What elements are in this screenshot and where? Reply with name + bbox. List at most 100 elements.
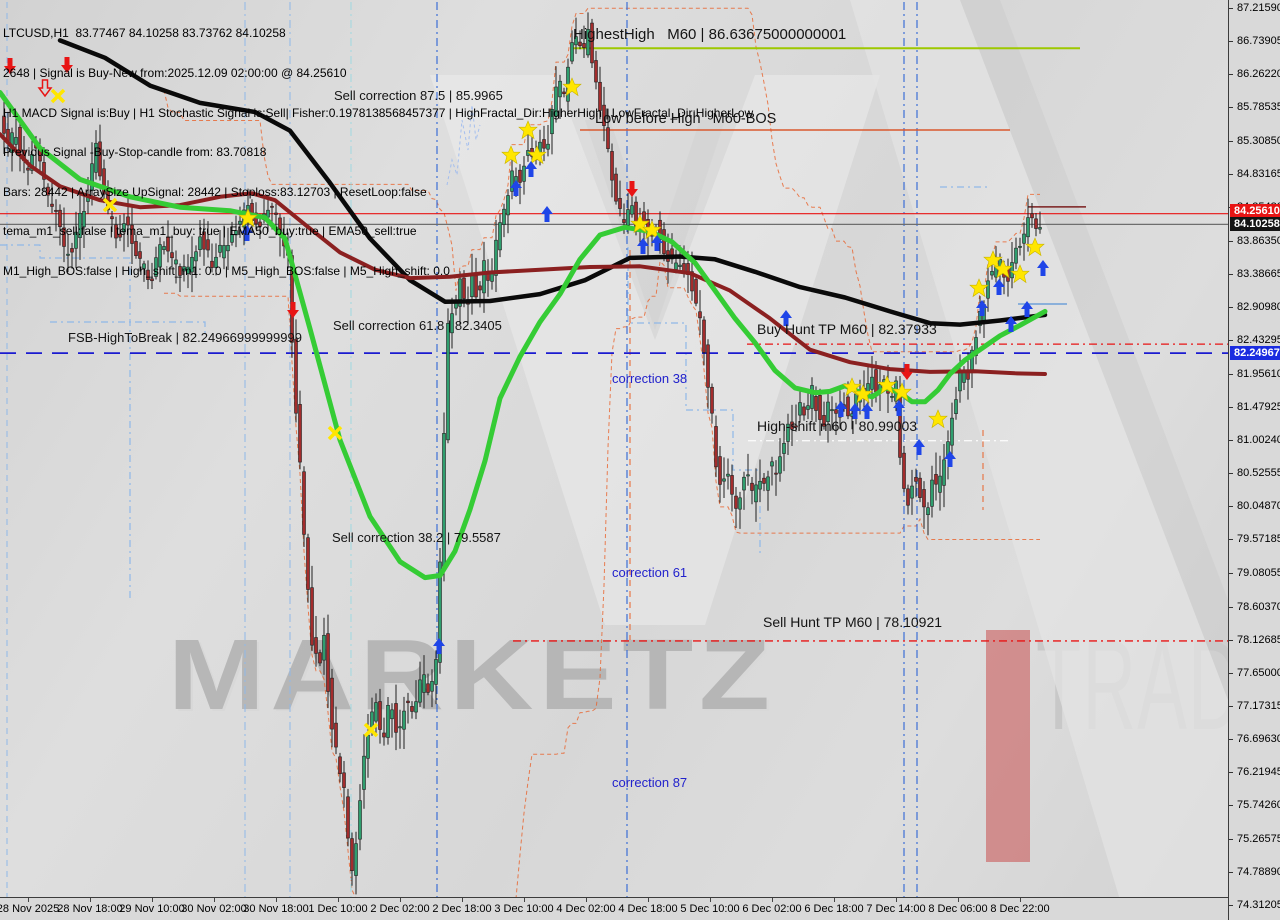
price-tick — [1229, 74, 1233, 76]
star-signal-icon — [1010, 264, 1030, 284]
buy-arrow-icon — [241, 225, 253, 241]
time-tick — [958, 898, 959, 902]
info-overlay: LTCUSD,H1 83.77467 84.10258 83.73762 84.… — [3, 1, 753, 305]
buy-arrow-icon — [651, 235, 663, 251]
price-tick-label: 80.52555 — [1237, 466, 1280, 479]
time-tick — [214, 898, 215, 902]
star-signal-icon — [993, 259, 1013, 279]
time-tick — [152, 898, 153, 902]
chart-annotation: correction 38 — [612, 371, 688, 386]
time-tick-label: 2 Dec 02:00 — [370, 903, 430, 915]
buy-arrow-icon — [913, 439, 925, 455]
maroon-ma-line — [0, 132, 1047, 376]
bos-shift-line: M1_High_BOS:false | High_shift_m1: 0.0 |… — [3, 264, 450, 279]
time-tick-label: 30 Nov 18:00 — [243, 903, 309, 915]
time-tick — [90, 898, 91, 902]
buy-arrow-icon — [1005, 316, 1017, 332]
price-tick — [1229, 307, 1233, 309]
time-tick — [648, 898, 649, 902]
time-tick-label: 29 Nov 10:00 — [119, 903, 185, 915]
star-signal-icon — [518, 120, 538, 140]
chart-annotation: FSB-HighToBreak | 82.24966999999999 — [68, 330, 302, 345]
buy-arrow-icon — [893, 400, 905, 416]
price-tick-label: 79.08055 — [1237, 567, 1280, 580]
price-chart-canvas — [0, 0, 1228, 897]
time-tick — [834, 898, 835, 902]
price-tick — [1229, 107, 1233, 109]
price-tick — [1229, 340, 1233, 342]
price-tick-label: 83.86350 — [1237, 234, 1280, 247]
watermark-brand-text: MARKETZ — [168, 619, 776, 731]
price-tick-label: 85.78535 — [1237, 101, 1280, 114]
price-tick — [1229, 472, 1233, 474]
vertical-guide-lines — [6, 2, 984, 897]
price-tick — [1229, 373, 1233, 375]
buy-arrow-icon — [849, 403, 861, 419]
watermark-red-bar — [986, 630, 1030, 862]
price-tick-label: 79.57185 — [1237, 533, 1280, 546]
price-axis[interactable]: 87.21590 86.73905 86.26220 85.78535 85.30850… — [1228, 0, 1280, 920]
time-tick — [338, 898, 339, 902]
price-tick-label: 87.21590 — [1237, 2, 1280, 14]
price-tick-label: 84.83165 — [1237, 167, 1280, 180]
price-tick — [1229, 406, 1233, 408]
time-tick-label: 7 Dec 14:00 — [866, 903, 926, 915]
price-tick-label: 76.69630 — [1237, 733, 1280, 746]
time-tick-label: 4 Dec 18:00 — [618, 903, 678, 915]
price-tick-label: 77.17315 — [1237, 699, 1280, 712]
price-tick — [1229, 705, 1233, 707]
previous-signal-line: Previous Signal -Buy-Stop-candle from: 8… — [3, 145, 267, 160]
price-tick — [1229, 439, 1233, 441]
price-tick-label: 78.12685 — [1237, 633, 1280, 646]
symbol-ohlc-line: LTCUSD,H1 83.77467 84.10258 83.73762 84.… — [3, 26, 286, 41]
price-tick-label: 81.95610 — [1237, 367, 1280, 380]
star-signal-icon — [877, 375, 897, 395]
time-tick — [400, 898, 401, 902]
buy-arrow-icon — [433, 638, 445, 654]
sell-arrow-icon — [61, 57, 73, 73]
buy-arrow-icon — [1037, 260, 1049, 276]
time-tick-label: 8 Dec 06:00 — [928, 903, 988, 915]
star-signal-icon — [983, 250, 1003, 270]
chart-annotation: Sell Hunt TP M60 | 78.10921 — [763, 614, 943, 630]
price-tick-label: 86.26220 — [1237, 68, 1280, 81]
time-tick — [524, 898, 525, 902]
price-tick-label: 77.65000 — [1237, 666, 1280, 679]
price-tick — [1229, 838, 1233, 840]
price-tick — [1229, 240, 1233, 242]
sell-arrow-icon — [287, 302, 299, 318]
fractal-step-lines — [0, 104, 990, 600]
time-tick — [462, 898, 463, 902]
price-tick — [1229, 871, 1233, 873]
price-tick-label: 75.26575 — [1237, 832, 1280, 845]
price-tick — [1229, 573, 1233, 575]
time-tick — [896, 898, 897, 902]
time-axis[interactable]: 28 Nov 2025 28 Nov 18:00 29 Nov 10:00 30 No… — [0, 897, 1228, 920]
time-tick-label: 1 Dec 10:00 — [308, 903, 368, 915]
price-tick — [1229, 772, 1233, 774]
star-signal-icon — [892, 382, 912, 402]
price-tick-label: 81.00240 — [1237, 433, 1280, 446]
chart-annotation: Sell correction 61.8 | 82.3405 — [333, 318, 502, 333]
chart-annotation: correction 87 — [612, 775, 688, 790]
indicator-line: H1 MACD Signal is:Buy | H1 Stochastic Si… — [3, 105, 754, 120]
buy-arrow-icon — [510, 180, 522, 196]
price-tick — [1229, 41, 1233, 43]
price-tick-label: 83.38665 — [1237, 268, 1280, 281]
star-signal-icon — [501, 145, 521, 165]
chart-annotation: Low before High M60-BOS — [595, 111, 777, 127]
time-tick-label: 6 Dec 02:00 — [742, 903, 802, 915]
price-tick-label: 74.31205 — [1237, 898, 1280, 911]
buy-arrow-icon — [861, 403, 873, 419]
tema-ema-line: tema_m1_sell:false | tema_m1_buy: true |… — [3, 224, 417, 239]
price-tick — [1229, 173, 1233, 175]
price-marker-box: 84.10258 — [1230, 217, 1280, 232]
price-tick — [1229, 539, 1233, 541]
star-signal-icon — [642, 220, 662, 240]
price-tick-label: 86.73905 — [1237, 35, 1280, 48]
price-tick-label: 81.47925 — [1237, 400, 1280, 413]
time-tick-label: 6 Dec 18:00 — [804, 903, 864, 915]
star-signal-icon — [562, 77, 582, 97]
time-tick — [586, 898, 587, 902]
